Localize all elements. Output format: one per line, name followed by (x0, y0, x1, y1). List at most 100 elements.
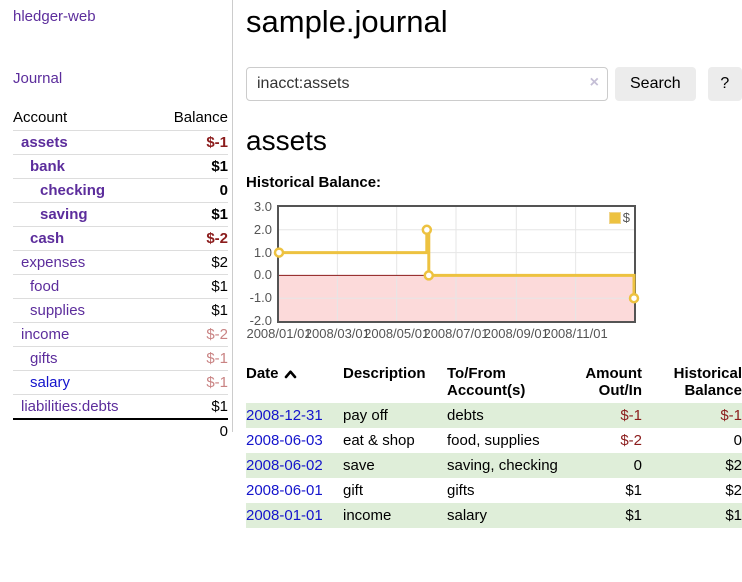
app-title-link[interactable]: hledger-web (13, 8, 96, 25)
account-balance: 0 (155, 178, 228, 203)
transaction-description: eat & shop (343, 432, 415, 449)
transaction-amount: $1 (578, 503, 642, 528)
chevron-up-icon (284, 370, 296, 379)
transaction-balance: $1 (642, 503, 742, 528)
register-header-row: Date Description To/From Account(s) Amou… (246, 363, 742, 403)
y-tick-label: 1.0 (253, 244, 272, 260)
account-link-gifts[interactable]: gifts (30, 350, 58, 367)
transaction-description: save (343, 453, 447, 478)
account-balance: $-1 (155, 370, 228, 395)
transaction-amount: $-1 (578, 403, 642, 428)
account-link-assets[interactable]: assets (21, 134, 68, 151)
x-tick-label: 2008/11/01 (543, 326, 608, 341)
y-tick-label: 2.0 (253, 221, 272, 237)
transaction-date-link[interactable]: 2008-06-02 (246, 457, 323, 474)
account-link-income[interactable]: income (21, 326, 70, 343)
account-row: income $-2 (13, 322, 228, 347)
account-balance: $1 (155, 274, 228, 299)
account-link-salary[interactable]: salary (30, 374, 71, 391)
account-row: gifts $-1 (13, 346, 228, 371)
account-row: cash $-2 (13, 226, 228, 251)
sidebar-nav: Journal (13, 70, 228, 88)
y-tick-label: 3.0 (253, 199, 272, 214)
account-link-cash[interactable]: cash (30, 230, 65, 247)
register-header-tofrom: To/From Account(s) (447, 365, 526, 399)
historical-balance-chart: $ 3.0 2.0 1.0 0.0 -1.0 -2.0 2008/01/01 2008/03… (246, 199, 742, 346)
account-row: assets $-1 (13, 130, 228, 155)
register-header-amount: Amount Out/In (585, 365, 642, 399)
transaction-date-link[interactable]: 2008-06-01 (246, 482, 323, 499)
account-link-supplies[interactable]: supplies (30, 302, 86, 319)
help-button[interactable]: ? (707, 67, 742, 101)
transaction-date-link[interactable]: 2008-01-01 (246, 507, 323, 524)
account-row: saving $1 (13, 202, 228, 227)
search-button[interactable]: Search (615, 67, 696, 101)
register-row: 2008-06-02 save saving, checking 0 $2 (246, 453, 742, 478)
account-link-food[interactable]: food (30, 278, 60, 295)
transaction-balance: $-1 (642, 403, 742, 428)
x-tick-label: 2008/09/01 (483, 326, 549, 341)
register-header-description: Description (343, 365, 426, 382)
transaction-balance: 0 (733, 432, 742, 449)
page-title: sample.journal (246, 4, 448, 39)
account-balance: $2 (155, 250, 228, 275)
account-balance: $-2 (155, 226, 228, 251)
sidebar-item-journal[interactable]: Journal (13, 70, 63, 87)
chart-canvas (273, 207, 640, 321)
account-link-saving[interactable]: saving (40, 206, 88, 223)
x-tick-label: 2008/03/01 (304, 326, 370, 341)
chart-title: Historical Balance: (246, 174, 382, 191)
account-balance: $-1 (155, 130, 228, 155)
clear-search-icon[interactable]: × (589, 74, 599, 91)
account-link-expenses[interactable]: expenses (21, 254, 86, 271)
search-form: × Search ? (246, 67, 742, 101)
x-tick-label: 2008/07/01 (423, 326, 489, 341)
register-row: 2008-06-03 eat & shop food, supplies $-2… (246, 428, 742, 453)
transaction-description: pay off (343, 403, 447, 428)
account-row: checking 0 (13, 178, 228, 203)
y-tick-label: 0.0 (253, 267, 272, 283)
sidebar-divider (232, 0, 233, 432)
account-balance: $1 (155, 298, 228, 323)
transaction-accounts: saving, checking (447, 453, 578, 478)
date-header-label: Date (246, 365, 279, 382)
account-row: supplies $1 (13, 298, 228, 323)
x-tick-label: 2008/05/01 (364, 326, 430, 341)
transaction-date-link[interactable]: 2008-12-31 (246, 407, 323, 424)
transaction-accounts: salary (447, 503, 578, 528)
transaction-balance: $2 (725, 482, 742, 499)
sidebar: hledger-web Journal Account Balance asse… (0, 0, 233, 443)
main-content: sample.journal × Search ? assets Histori… (246, 0, 742, 528)
accounts-header-account: Account (13, 109, 68, 126)
transaction-accounts: gifts (447, 482, 475, 499)
account-balance: $1 (155, 202, 228, 227)
transaction-description: income (343, 503, 447, 528)
transaction-date-link[interactable]: 2008-06-03 (246, 432, 323, 449)
account-link-bank[interactable]: bank (30, 158, 66, 175)
legend-label: $ (622, 210, 630, 225)
transaction-accounts: debts (447, 403, 578, 428)
search-input[interactable] (246, 67, 608, 101)
register-header-date[interactable]: Date (246, 363, 343, 403)
transaction-balance: $2 (642, 453, 742, 478)
account-row: food $1 (13, 274, 228, 299)
chart-legend: $ (607, 210, 631, 225)
account-link-checking[interactable]: checking (40, 182, 106, 199)
transaction-accounts: food, supplies (447, 432, 540, 449)
account-row: bank $1 (13, 154, 228, 179)
legend-swatch-icon (608, 211, 621, 224)
account-balance: $-1 (155, 346, 228, 371)
y-tick-label: -1.0 (249, 290, 272, 306)
account-link-liabilities-debts[interactable]: liabilities:debts (21, 398, 119, 415)
account-row: liabilities:debts $1 (13, 394, 228, 419)
transaction-amount: $1 (625, 482, 642, 499)
accounts-table: Account Balance assets $-1 bank $1 check… (13, 105, 228, 443)
register-table: Date Description To/From Account(s) Amou… (246, 363, 742, 528)
accounts-total-row: 0 (13, 418, 228, 443)
transaction-amount: 0 (578, 453, 642, 478)
register-row: 2008-01-01 income salary $1 $1 (246, 503, 742, 528)
x-tick-label: 2008/01/01 (246, 326, 312, 341)
account-heading: assets (246, 125, 327, 156)
account-balance: $-2 (155, 322, 228, 347)
y-tick-label: -2.0 (249, 313, 272, 328)
